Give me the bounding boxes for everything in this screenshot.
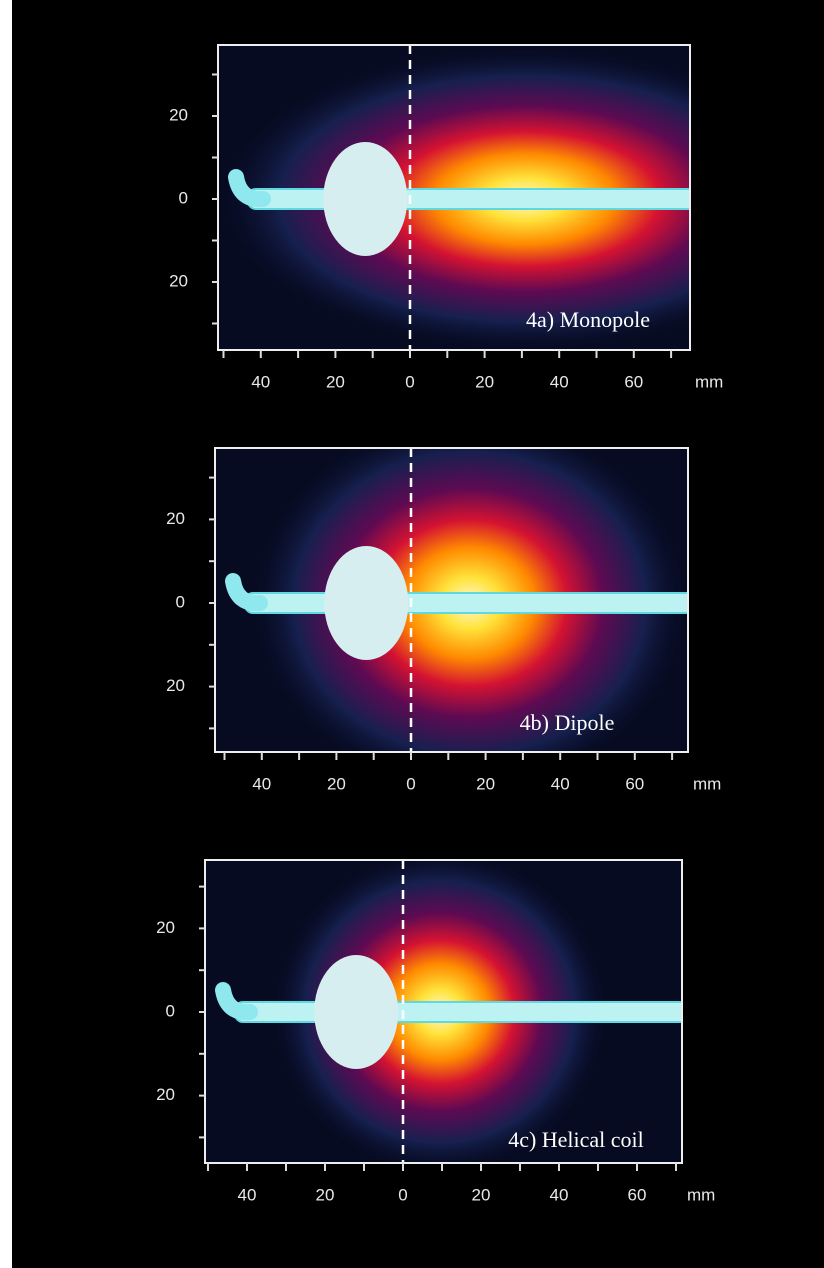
y-tick-label: 20 bbox=[166, 509, 185, 528]
probe-shaft bbox=[234, 1001, 682, 1023]
probe-hook bbox=[225, 573, 268, 612]
balloon bbox=[314, 955, 399, 1069]
plot-content bbox=[215, 860, 682, 1163]
balloon bbox=[323, 142, 408, 256]
balloon bbox=[324, 546, 409, 660]
y-tick-label: 20 bbox=[166, 676, 185, 695]
x-tick-label: 20 bbox=[316, 1185, 335, 1204]
y-tick-label: 0 bbox=[176, 592, 185, 611]
plot-content bbox=[225, 45, 690, 350]
panel: 20 0 20 40 20 0 20 40 60 mm 4c) Helical coil bbox=[156, 859, 715, 1204]
x-tick-label: 20 bbox=[475, 372, 494, 391]
x-unit: mm bbox=[687, 1185, 715, 1204]
x-tick-label: 40 bbox=[550, 372, 569, 391]
frame bbox=[217, 44, 691, 351]
x-tick-label: 0 bbox=[398, 1185, 407, 1204]
x-tick-label: 40 bbox=[251, 372, 270, 391]
y-tick-label: 20 bbox=[156, 1085, 175, 1104]
x-tick-label: 60 bbox=[625, 774, 644, 793]
x-tick-label: 40 bbox=[550, 1185, 569, 1204]
panel: 20 0 20 40 20 0 20 40 60 mm 4a) Monopole bbox=[169, 44, 723, 391]
x-unit: mm bbox=[693, 774, 721, 793]
panel-label: 4b) Dipole bbox=[520, 710, 615, 735]
panel: 20 0 20 40 20 0 20 40 60 mm 4b) Dipole bbox=[166, 447, 721, 793]
x-tick-label: 20 bbox=[326, 372, 345, 391]
y-tick-label: 20 bbox=[169, 105, 188, 124]
x-tick-label: 40 bbox=[252, 774, 271, 793]
x-tick-label: 20 bbox=[327, 774, 346, 793]
x-tick-label: 0 bbox=[405, 372, 414, 391]
x-tick-label: 0 bbox=[406, 774, 415, 793]
x-tick-label: 40 bbox=[551, 774, 570, 793]
frame bbox=[214, 447, 689, 753]
probe-hook bbox=[228, 169, 271, 208]
y-tick-label: 0 bbox=[166, 1001, 175, 1020]
y-tick-label: 20 bbox=[156, 918, 175, 937]
plot-content bbox=[225, 448, 688, 752]
x-tick-label: 40 bbox=[238, 1185, 257, 1204]
x-tick-label: 60 bbox=[628, 1185, 647, 1204]
probe-hook bbox=[215, 982, 258, 1021]
probe-shaft bbox=[244, 592, 688, 614]
y-tick-label: 0 bbox=[179, 188, 188, 207]
x-tick-label: 20 bbox=[476, 774, 495, 793]
panel-label: 4a) Monopole bbox=[526, 307, 650, 332]
y-tick-label: 20 bbox=[169, 271, 188, 290]
panel-label: 4c) Helical coil bbox=[508, 1127, 644, 1152]
x-tick-label: 20 bbox=[472, 1185, 491, 1204]
probe-shaft bbox=[247, 188, 690, 210]
x-unit: mm bbox=[695, 372, 723, 391]
x-tick-label: 60 bbox=[624, 372, 643, 391]
